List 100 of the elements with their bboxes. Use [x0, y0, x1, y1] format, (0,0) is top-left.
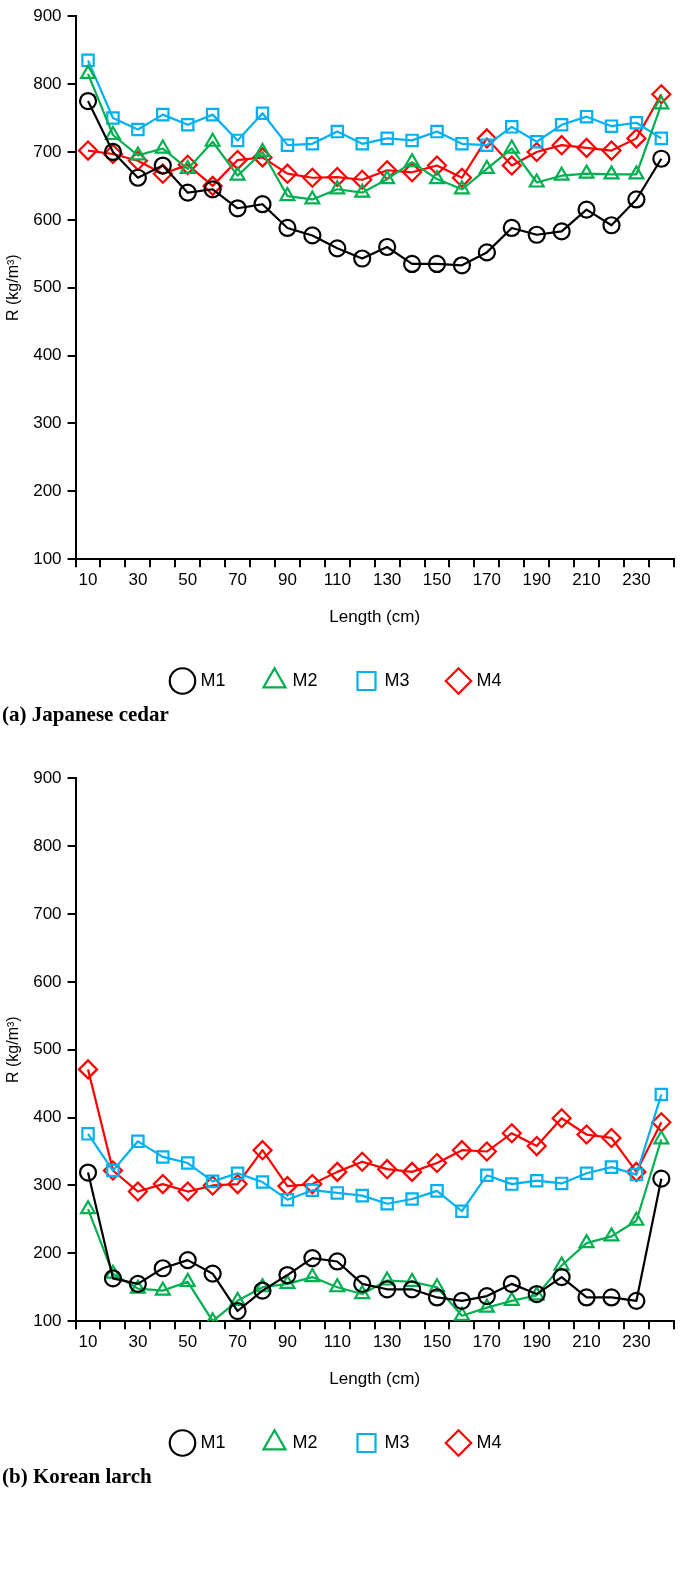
point: [601, 1127, 622, 1149]
point: [230, 1166, 245, 1180]
point: [554, 1176, 569, 1191]
y-tick-label: 300: [33, 413, 62, 433]
legend-label: M1: [200, 669, 226, 690]
point: [330, 1186, 345, 1200]
point: [579, 109, 594, 124]
x-tick-label: 110: [323, 570, 351, 590]
y-axis-title: R (kg/m³): [4, 254, 22, 322]
point: [204, 132, 221, 147]
point: [427, 1288, 447, 1307]
point: [401, 162, 423, 183]
point: [428, 1278, 446, 1293]
point: [503, 139, 520, 154]
y-tick-label: 200: [33, 1243, 62, 1263]
point: [453, 1306, 470, 1321]
x-axis-title: Length (cm): [329, 1369, 421, 1389]
point: [651, 84, 672, 105]
x-tick-label: 130: [372, 1332, 402, 1352]
point: [452, 1291, 472, 1310]
point: [127, 150, 148, 171]
point: [405, 1192, 419, 1206]
point: [228, 199, 247, 218]
point: [455, 1204, 469, 1218]
point: [577, 200, 596, 219]
point: [501, 155, 522, 176]
point: [505, 1177, 519, 1191]
point: [378, 237, 397, 257]
point: [404, 153, 421, 168]
point: [304, 190, 321, 205]
point: [478, 159, 495, 175]
point: [131, 122, 145, 137]
point: [527, 225, 546, 244]
y-tick-label: 400: [33, 1107, 62, 1127]
point: [329, 1278, 346, 1293]
point: [602, 216, 621, 235]
point: [626, 128, 647, 149]
point: [229, 166, 246, 181]
point: [502, 218, 521, 238]
y-tick-label: 300: [33, 1175, 62, 1195]
point: [278, 218, 297, 238]
point: [255, 106, 270, 121]
x-axis-title: Length (cm): [329, 607, 421, 627]
x-tick-label: 70: [228, 570, 248, 590]
point: [131, 1134, 145, 1149]
point: [352, 1151, 373, 1172]
point: [129, 1279, 146, 1294]
point: [553, 166, 570, 181]
point: [379, 1271, 396, 1286]
point: [279, 186, 296, 202]
x-tick-label: 90: [277, 1332, 297, 1352]
point: [278, 1265, 297, 1285]
point: [305, 137, 320, 151]
point: [380, 1197, 394, 1211]
point: [402, 1280, 422, 1299]
x-tick-label: 50: [178, 570, 198, 590]
point: [576, 1124, 597, 1145]
point: [651, 1112, 672, 1133]
point: [227, 1173, 248, 1195]
point: [202, 175, 223, 196]
point: [653, 1130, 670, 1145]
x-tick-label: 190: [522, 570, 551, 590]
point: [104, 1264, 121, 1279]
point: [476, 1141, 497, 1162]
legend-label: M1: [200, 1431, 226, 1452]
point: [203, 1264, 222, 1283]
point: [255, 1175, 270, 1189]
point: [579, 1166, 594, 1180]
x-tick-label: 170: [472, 570, 502, 590]
point: [252, 147, 273, 168]
point: [652, 149, 671, 168]
point: [77, 1059, 99, 1080]
point: [626, 1161, 647, 1182]
point: [80, 64, 97, 79]
point: [505, 120, 519, 134]
point: [455, 137, 469, 151]
legend-label: M4: [476, 669, 502, 690]
point: [205, 107, 220, 122]
point: [78, 91, 98, 111]
x-tick-label: 230: [622, 570, 651, 590]
point: [654, 131, 669, 146]
x-tick-label: 70: [228, 1332, 248, 1352]
point: [280, 1192, 295, 1207]
point: [452, 256, 472, 275]
y-tick-label: 500: [33, 1039, 62, 1059]
point: [551, 135, 572, 156]
point: [553, 1256, 570, 1271]
point: [405, 133, 419, 148]
point: [652, 1169, 671, 1188]
point: [378, 1280, 397, 1299]
point: [77, 140, 99, 161]
point: [202, 1175, 223, 1196]
point: [577, 1288, 596, 1307]
point: [328, 239, 347, 258]
point: [426, 155, 448, 176]
point: [354, 183, 371, 198]
point: [302, 1173, 323, 1195]
point: [328, 1252, 347, 1271]
point: [103, 1269, 123, 1288]
point: [604, 119, 619, 133]
